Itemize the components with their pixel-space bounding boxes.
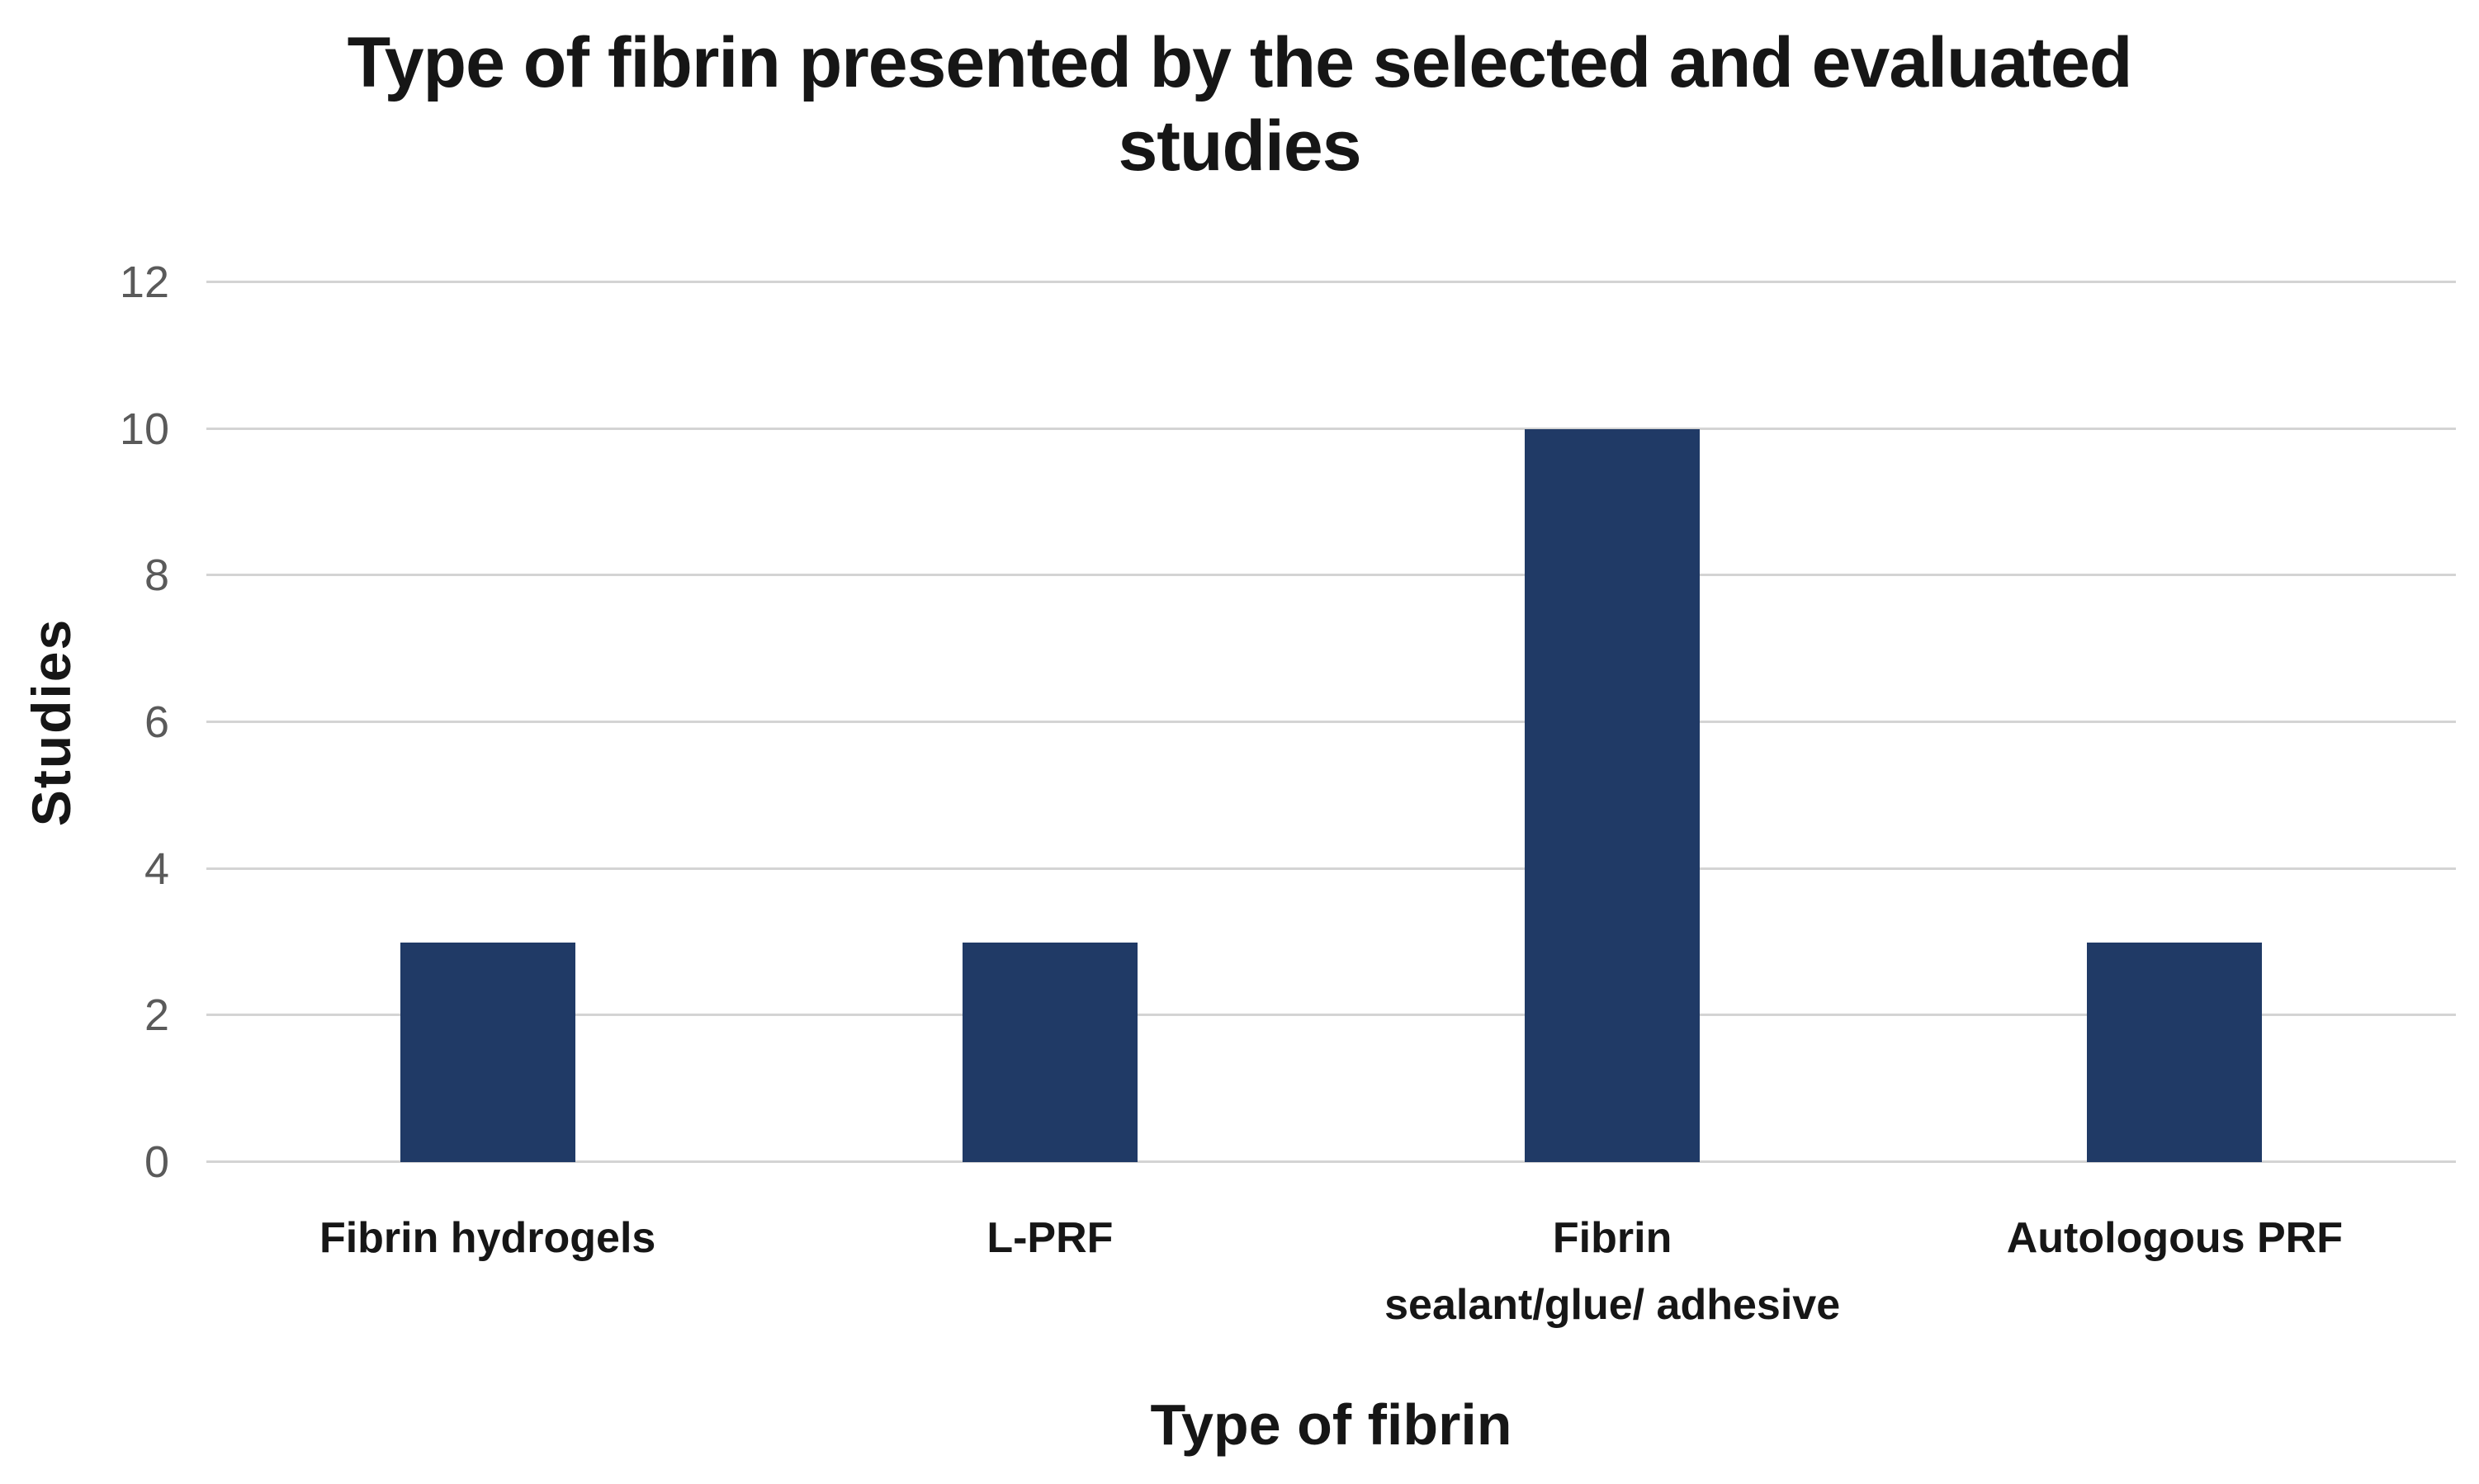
chart-title-line-2: studies — [1118, 106, 1361, 187]
bar-autologous-prf — [2087, 942, 2263, 1162]
bar-series — [206, 282, 2456, 1162]
gridline-y-12 — [206, 281, 2456, 283]
gridline-y-0 — [206, 1160, 2456, 1163]
gridline-y-2 — [206, 1014, 2456, 1017]
x-tick-label-fibrin-hydrogels: Fibrin hydrogels — [319, 1214, 656, 1262]
chart-title-line-1: Type of fibrin presented by the selected… — [347, 23, 2133, 102]
y-tick-label-8: 8 — [144, 551, 169, 601]
y-tick-label-12: 12 — [119, 258, 169, 307]
y-tick-label-6: 6 — [144, 697, 169, 747]
plot-area: 0 2 4 6 8 10 12 Fibrin hydrogels L-PRF Fibrin sea… — [120, 260, 2456, 1329]
gridline-y-4 — [206, 867, 2456, 870]
y-tick-label-10: 10 — [119, 404, 169, 454]
gridline-y-10 — [206, 427, 2456, 430]
chart-title: Type of fibrin presented by the selected… — [0, 21, 2479, 189]
bar-fibrin-sealant-glue-adhesive — [1525, 428, 1701, 1162]
bar-slot-l-prf — [769, 282, 1331, 1162]
y-tick-label-4: 4 — [144, 844, 169, 894]
bar-slot-fibrin-sealant-glue-adhesive — [1332, 282, 1894, 1162]
x-tick-label-fibrin-sealant-glue-adhesive: Fibrin sealant/glue/ adhesive — [1384, 1214, 1841, 1329]
x-tick-label-l-prf: L-PRF — [986, 1214, 1114, 1262]
bar-slot-fibrin-hydrogels — [206, 282, 769, 1162]
x-axis-tick-labels: Fibrin hydrogels L-PRF Fibrin sealant/glue/… — [206, 1205, 2456, 1338]
bar-l-prf — [962, 942, 1138, 1162]
bar-fibrin-hydrogels — [400, 942, 575, 1162]
x-axis-title: Type of fibrin — [1150, 1392, 1512, 1457]
bar-slot-autologous-prf — [1894, 282, 2456, 1162]
gridline-y-8 — [206, 574, 2456, 577]
x-tick-label-autologous-prf: Autologous PRF — [2006, 1214, 2343, 1262]
y-tick-label-0: 0 — [144, 1137, 169, 1187]
gridline-y-6 — [206, 721, 2456, 723]
y-axis-title: Studies — [21, 617, 82, 827]
y-tick-label-2: 2 — [144, 990, 169, 1041]
